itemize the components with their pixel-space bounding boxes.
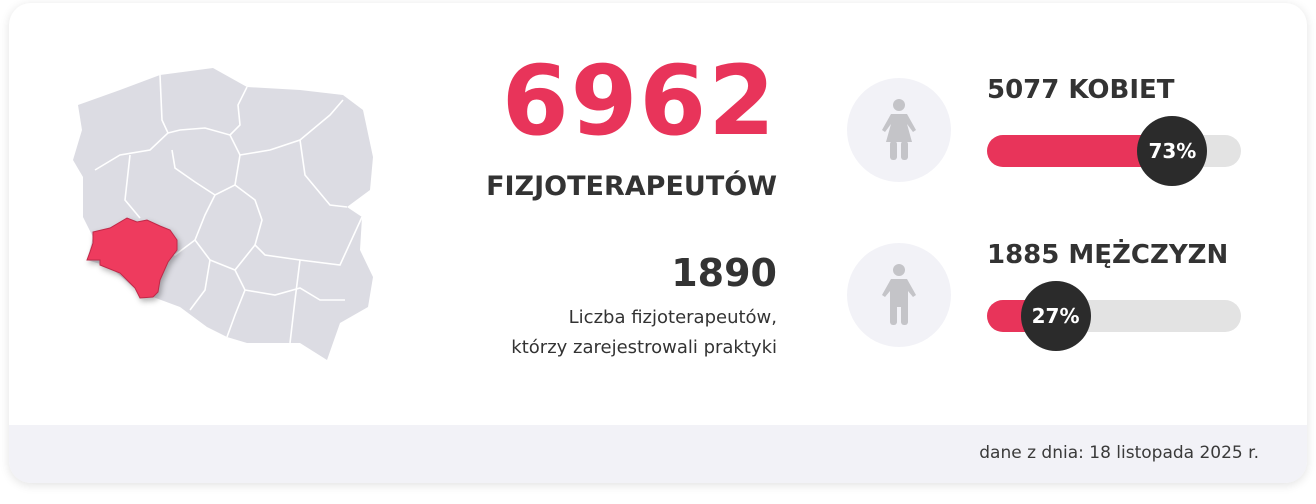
practices-desc-line2: którzy zarejestrowali praktyki [511, 337, 777, 358]
data-date: dane z dnia: 18 listopada 2025 r. [979, 443, 1259, 463]
women-percent-badge: 73% [1137, 116, 1208, 186]
male-icon [882, 264, 916, 325]
female-icon-circle [847, 78, 951, 182]
men-progress-bar: 27% [987, 281, 1241, 351]
practices-count: 1890 [671, 251, 777, 295]
women-progress-bar: 73% [987, 116, 1241, 186]
practices-description: Liczba fizjoterapeutów, którzy zarejestr… [511, 303, 777, 363]
men-percent-badge: 27% [1020, 281, 1091, 351]
poland-outline [73, 68, 373, 360]
women-label: 5077 KOBIET [987, 75, 1175, 105]
total-count: 6962 [501, 45, 777, 157]
practices-desc-line1: Liczba fizjoterapeutów, [568, 307, 777, 328]
poland-map [73, 68, 373, 360]
footer: dane z dnia: 18 listopada 2025 r. [9, 425, 1307, 483]
total-label: FIZJOTERAPEUTÓW [486, 171, 777, 202]
female-icon [882, 99, 916, 160]
region-dolnoslaskie [86, 217, 178, 299]
men-label: 1885 MĘŻCZYZN [987, 240, 1229, 270]
region-borders [94, 74, 363, 344]
male-icon-circle [847, 243, 951, 347]
stats-card: 6962 FIZJOTERAPEUTÓW 1890 Liczba fizjote… [9, 3, 1307, 483]
